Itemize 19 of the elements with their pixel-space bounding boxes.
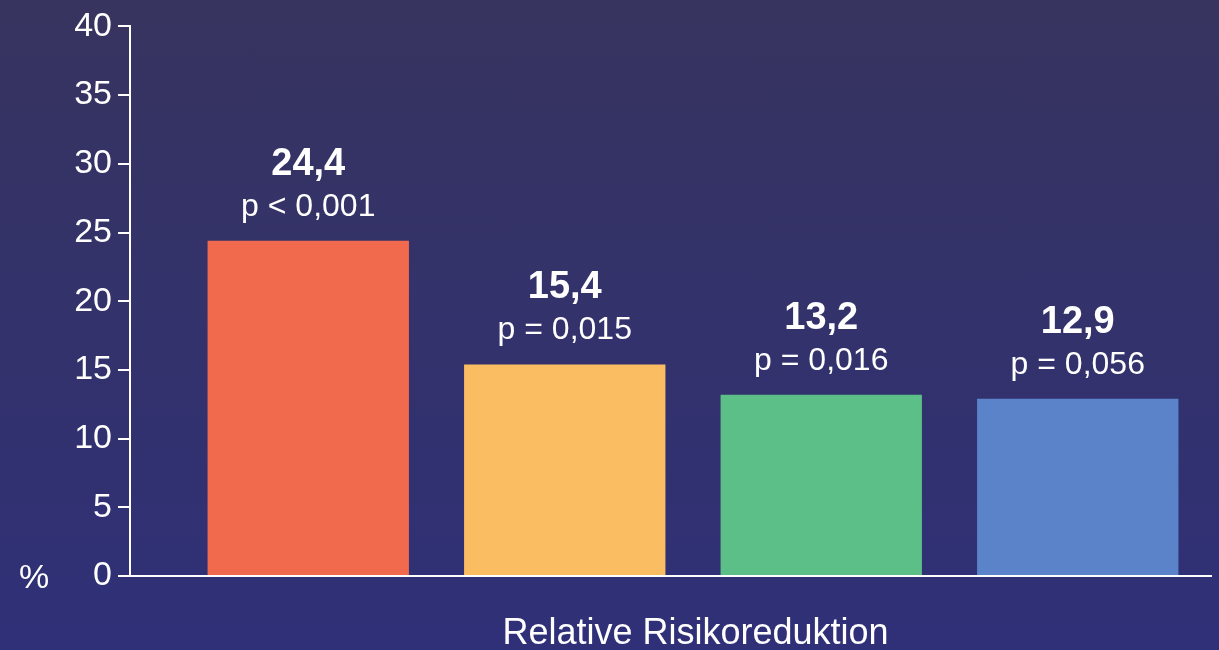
data-label: 15,4 bbox=[527, 264, 602, 307]
y-tick-label: 10 bbox=[74, 416, 112, 455]
y-tick-label: 25 bbox=[74, 210, 112, 249]
y-tick-label: 40 bbox=[74, 4, 112, 43]
annotation: p = 0,015 bbox=[497, 310, 632, 347]
data-label: 24,4 bbox=[271, 140, 346, 183]
y-tick-label: 15 bbox=[74, 348, 112, 387]
annotation: p < 0,001 bbox=[241, 186, 376, 223]
x-axis-title: Relative Risikoreduktion bbox=[502, 611, 889, 650]
y-tick-label: 0 bbox=[93, 554, 112, 593]
y-tick-label: 5 bbox=[93, 485, 112, 524]
y-axis-title: % bbox=[18, 557, 50, 596]
y-tick-label: 20 bbox=[74, 279, 112, 318]
annotation: p = 0,016 bbox=[754, 340, 889, 377]
data-label: 13,2 bbox=[784, 294, 859, 337]
y-tick-label: 30 bbox=[74, 142, 112, 181]
annotation: p = 0,056 bbox=[1010, 344, 1145, 381]
y-tick-label: 35 bbox=[74, 73, 112, 112]
data-label: 12,9 bbox=[1040, 298, 1115, 341]
